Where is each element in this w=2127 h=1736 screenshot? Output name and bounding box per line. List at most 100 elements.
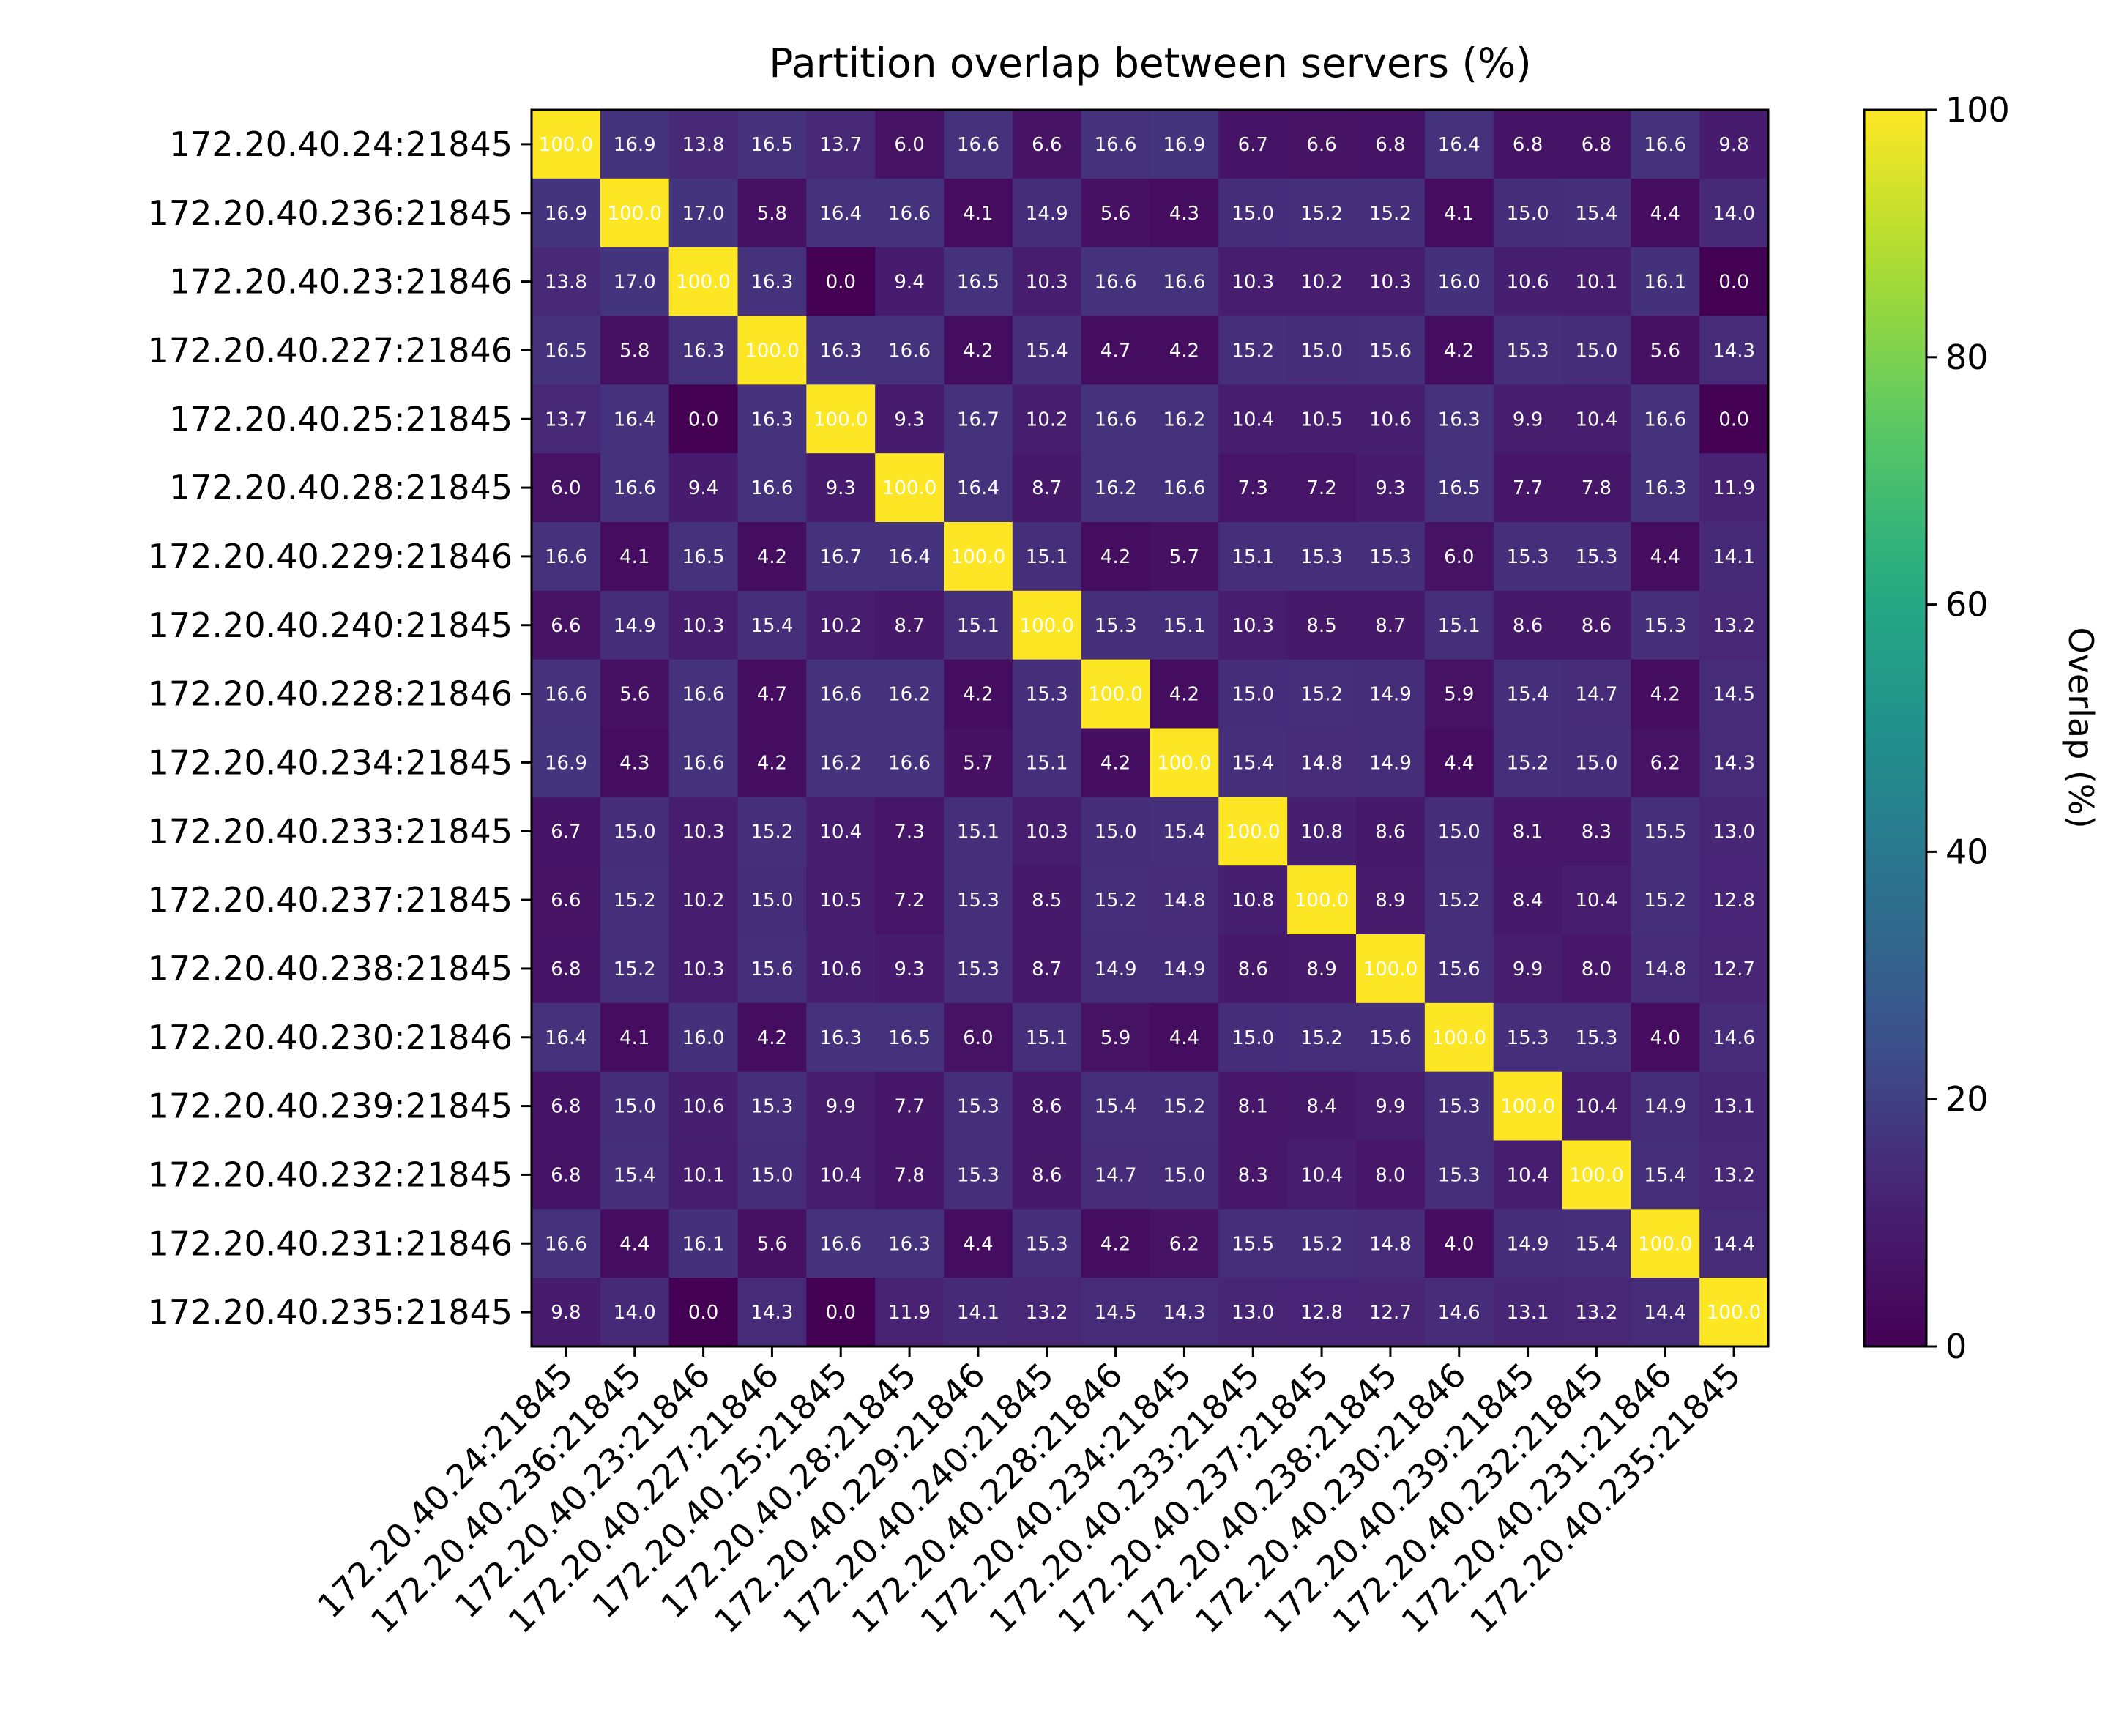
heatmap-cell-label: 9.9 <box>1513 409 1543 431</box>
heatmap-cell-label: 16.3 <box>819 1027 862 1049</box>
heatmap-cells <box>532 110 1769 1347</box>
heatmap-cell-label: 5.7 <box>1169 546 1199 568</box>
heatmap-cell-label: 14.9 <box>1644 1096 1686 1118</box>
heatmap-cell <box>1631 247 1700 317</box>
heatmap-cell-label: 16.6 <box>888 203 931 225</box>
heatmap-cell-label: 16.6 <box>1095 134 1137 156</box>
heatmap-cell <box>737 659 807 729</box>
heatmap-cell <box>1356 1278 1426 1347</box>
heatmap-cell-label: 9.3 <box>894 958 924 980</box>
heatmap-cell <box>875 1071 945 1141</box>
heatmap-cell <box>532 178 601 248</box>
heatmap-cell-label: 14.4 <box>1644 1302 1686 1324</box>
heatmap-cell-label: 16.6 <box>545 684 587 706</box>
heatmap-cell <box>1356 590 1426 660</box>
heatmap-cell <box>1493 247 1563 317</box>
heatmap-cell <box>875 384 945 454</box>
heatmap-cell <box>532 522 601 592</box>
heatmap-cell-label: 4.7 <box>757 684 787 706</box>
heatmap-cell-label: 13.2 <box>1575 1302 1617 1324</box>
heatmap-cell-label: 8.6 <box>1375 821 1405 843</box>
heatmap-cell-label: 6.7 <box>1238 134 1268 156</box>
heatmap-cell <box>875 1278 945 1347</box>
heatmap-cell-label: 10.4 <box>819 821 862 843</box>
heatmap-cell <box>1356 453 1426 523</box>
heatmap-cell-label: 100.0 <box>1157 752 1211 774</box>
heatmap-cell-label: 13.1 <box>1507 1302 1549 1324</box>
y-tick-label: 172.20.40.236:21845 <box>148 193 513 233</box>
heatmap-cell <box>668 728 739 797</box>
heatmap-cell-label: 14.9 <box>1095 958 1137 980</box>
heatmap-cell-label: 8.6 <box>1032 1096 1062 1118</box>
heatmap-cell <box>1150 453 1219 523</box>
heatmap-cell <box>1287 316 1357 385</box>
heatmap-cell <box>1424 865 1494 935</box>
heatmap-cell <box>668 1209 739 1278</box>
heatmap-cell-label: 13.0 <box>1232 1302 1274 1324</box>
heatmap-cell <box>806 934 876 1004</box>
heatmap-cell <box>532 1140 601 1210</box>
heatmap-cell-label: 7.3 <box>894 821 924 843</box>
heatmap-cell <box>532 316 601 385</box>
heatmap-cell-label: 6.2 <box>1650 752 1680 774</box>
heatmap-cell <box>1012 797 1082 866</box>
heatmap-cell-label: 16.5 <box>750 134 793 156</box>
heatmap-cell <box>806 453 876 523</box>
heatmap-cell <box>806 865 876 935</box>
heatmap-cell <box>1562 865 1631 935</box>
y-tick-label: 172.20.40.238:21845 <box>148 949 513 988</box>
heatmap-cell-label: 15.2 <box>1163 1096 1205 1118</box>
heatmap-cell-label: 6.2 <box>1169 1233 1199 1255</box>
heatmap-cell-label: 15.1 <box>1438 615 1480 637</box>
heatmap-cell <box>1218 797 1288 866</box>
heatmap-cell-label: 13.0 <box>1713 821 1755 843</box>
heatmap-cell-label: 15.4 <box>1026 340 1068 362</box>
heatmap-cell-label: 14.6 <box>1713 1027 1755 1049</box>
heatmap-cell-label: 8.6 <box>1513 615 1543 637</box>
heatmap-cell <box>806 247 876 317</box>
heatmap-cell <box>944 934 1013 1004</box>
heatmap-cell-label: 16.6 <box>1163 477 1205 499</box>
heatmap-cell <box>1424 1140 1494 1210</box>
heatmap-cell-label: 15.4 <box>1575 203 1617 225</box>
heatmap-cell <box>1218 728 1288 797</box>
heatmap-cell-label: 14.8 <box>1369 1233 1412 1255</box>
heatmap-cell-label: 15.4 <box>1575 1233 1617 1255</box>
heatmap-cell <box>1356 659 1426 729</box>
heatmap-cell <box>600 178 670 248</box>
heatmap-cell <box>600 384 670 454</box>
heatmap-cell-label: 16.4 <box>1438 134 1480 156</box>
heatmap-cell <box>1012 1002 1082 1073</box>
heatmap-cell-label: 9.3 <box>1375 477 1405 499</box>
heatmap-cell <box>1424 178 1494 248</box>
heatmap-cell-label: 16.5 <box>545 340 587 362</box>
heatmap-cell <box>1150 659 1219 729</box>
heatmap-cell <box>1287 797 1357 866</box>
heatmap-cell-label: 10.4 <box>1300 1164 1343 1186</box>
heatmap-cell-label: 15.3 <box>957 890 999 912</box>
heatmap-cell-label: 16.4 <box>614 409 656 431</box>
heatmap-cell <box>1631 110 1700 179</box>
heatmap-cell <box>1562 1071 1631 1141</box>
heatmap-cell-label: 13.8 <box>545 272 587 294</box>
heatmap-cell <box>1287 247 1357 317</box>
heatmap-cell <box>737 316 807 385</box>
heatmap-cell-label: 12.8 <box>1300 1302 1343 1324</box>
heatmap-cell-label: 5.6 <box>619 684 649 706</box>
heatmap-cell-label: 4.2 <box>1650 684 1680 706</box>
heatmap-cell-label: 8.5 <box>1032 890 1062 912</box>
heatmap-cell-label: 100.0 <box>1569 1164 1623 1186</box>
heatmap-cell <box>944 178 1013 248</box>
heatmap-cell <box>1631 1278 1700 1347</box>
heatmap-cell-label: 16.6 <box>545 546 587 568</box>
heatmap-cell-label: 15.3 <box>1438 1096 1480 1118</box>
heatmap-cell <box>1699 1071 1769 1141</box>
y-tick-label: 172.20.40.230:21846 <box>148 1018 513 1057</box>
heatmap-cell-label: 4.4 <box>1444 752 1474 774</box>
heatmap-cell-label: 10.6 <box>1507 272 1549 294</box>
heatmap-cell <box>1012 453 1082 523</box>
heatmap-cell-label: 4.1 <box>619 1027 649 1049</box>
heatmap-cell-label: 16.6 <box>1644 134 1686 156</box>
heatmap-cell-label: 14.5 <box>1713 684 1755 706</box>
heatmap-cell-label: 7.2 <box>894 890 924 912</box>
